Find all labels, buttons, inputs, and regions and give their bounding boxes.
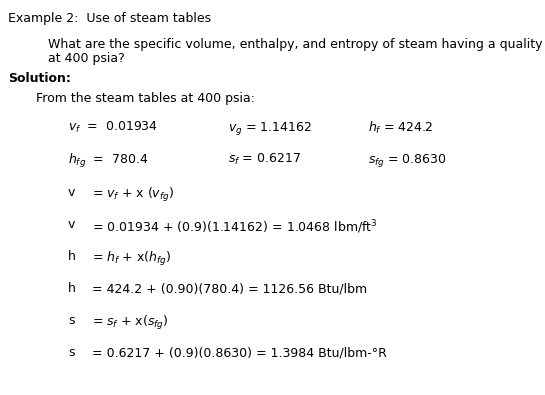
Text: at 400 psia?: at 400 psia? bbox=[48, 52, 125, 65]
Text: $h_{fg}$  =  780.4: $h_{fg}$ = 780.4 bbox=[68, 152, 148, 170]
Text: Example 2:  Use of steam tables: Example 2: Use of steam tables bbox=[8, 12, 211, 25]
Text: = $h_f$ + x($h_{fg}$): = $h_f$ + x($h_{fg}$) bbox=[92, 250, 171, 268]
Text: v: v bbox=[68, 186, 75, 199]
Text: Solution:: Solution: bbox=[8, 72, 71, 85]
Text: s: s bbox=[68, 314, 75, 327]
Text: s: s bbox=[68, 346, 75, 359]
Text: h: h bbox=[68, 282, 76, 295]
Text: = $v_f$ + x ($v_{fg}$): = $v_f$ + x ($v_{fg}$) bbox=[92, 186, 174, 204]
Text: = 0.6217 + (0.9)(0.8630) = 1.3984 Btu/lbm-°R: = 0.6217 + (0.9)(0.8630) = 1.3984 Btu/lb… bbox=[92, 346, 387, 359]
Text: $s_f$ = 0.6217: $s_f$ = 0.6217 bbox=[228, 152, 301, 167]
Text: What are the specific volume, enthalpy, and entropy of steam having a quality of: What are the specific volume, enthalpy, … bbox=[48, 38, 545, 51]
Text: $v_f$  =  0.01934: $v_f$ = 0.01934 bbox=[68, 120, 158, 135]
Text: = $s_f$ + x($s_{fg}$): = $s_f$ + x($s_{fg}$) bbox=[92, 314, 168, 332]
Text: $h_f$ = 424.2: $h_f$ = 424.2 bbox=[368, 120, 434, 136]
Text: = 0.01934 + (0.9)(1.14162) = 1.0468 lbm/ft$^3$: = 0.01934 + (0.9)(1.14162) = 1.0468 lbm/… bbox=[92, 218, 378, 235]
Text: v: v bbox=[68, 218, 75, 231]
Text: $v_g$ = 1.14162: $v_g$ = 1.14162 bbox=[228, 120, 312, 137]
Text: = 424.2 + (0.90)(780.4) = 1126.56 Btu/lbm: = 424.2 + (0.90)(780.4) = 1126.56 Btu/lb… bbox=[92, 282, 367, 295]
Text: $s_{fg}$ = 0.8630: $s_{fg}$ = 0.8630 bbox=[368, 152, 446, 169]
Text: h: h bbox=[68, 250, 76, 263]
Text: From the steam tables at 400 psia:: From the steam tables at 400 psia: bbox=[36, 92, 255, 105]
